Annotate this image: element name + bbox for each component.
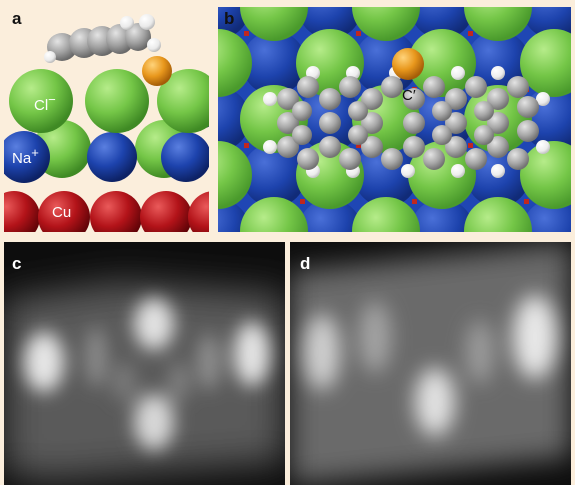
sodium-label: Na+ xyxy=(12,145,39,167)
nacl-layer-1 xyxy=(9,69,209,133)
panel-b-top-view-illustration xyxy=(218,7,571,232)
sodium-symbol: Na xyxy=(12,150,32,167)
nacl-layer-2 xyxy=(4,120,209,183)
panel-b-label: b xyxy=(224,9,235,28)
nacl-lattice-top xyxy=(218,7,571,232)
panel-c-stm-image xyxy=(4,242,285,485)
panel-c-label: c xyxy=(12,254,22,273)
panel-d: d xyxy=(290,242,571,485)
c-prime-label: C′ xyxy=(402,87,416,104)
panel-a-label: a xyxy=(12,9,22,28)
chlorine-charge: − xyxy=(48,92,56,107)
sodium-charge: + xyxy=(31,145,39,160)
gold-adatom xyxy=(142,56,172,86)
gold-adatom-top xyxy=(392,48,424,80)
chlorine-symbol: Cl xyxy=(34,97,49,114)
panel-a: a Cl− Na+ Cu xyxy=(4,7,209,232)
pentacene-side-view xyxy=(44,14,161,63)
chlorine-label: Cl− xyxy=(34,92,56,114)
copper-label: Cu xyxy=(52,204,72,221)
panel-c: c xyxy=(4,242,285,485)
panel-d-stm-image xyxy=(290,242,571,485)
panel-b: b C′ xyxy=(218,7,571,232)
pentacene-top-view xyxy=(263,66,550,178)
copper-layer xyxy=(4,191,209,232)
panel-a-side-view-illustration xyxy=(4,14,209,232)
panel-d-label: d xyxy=(300,254,311,273)
